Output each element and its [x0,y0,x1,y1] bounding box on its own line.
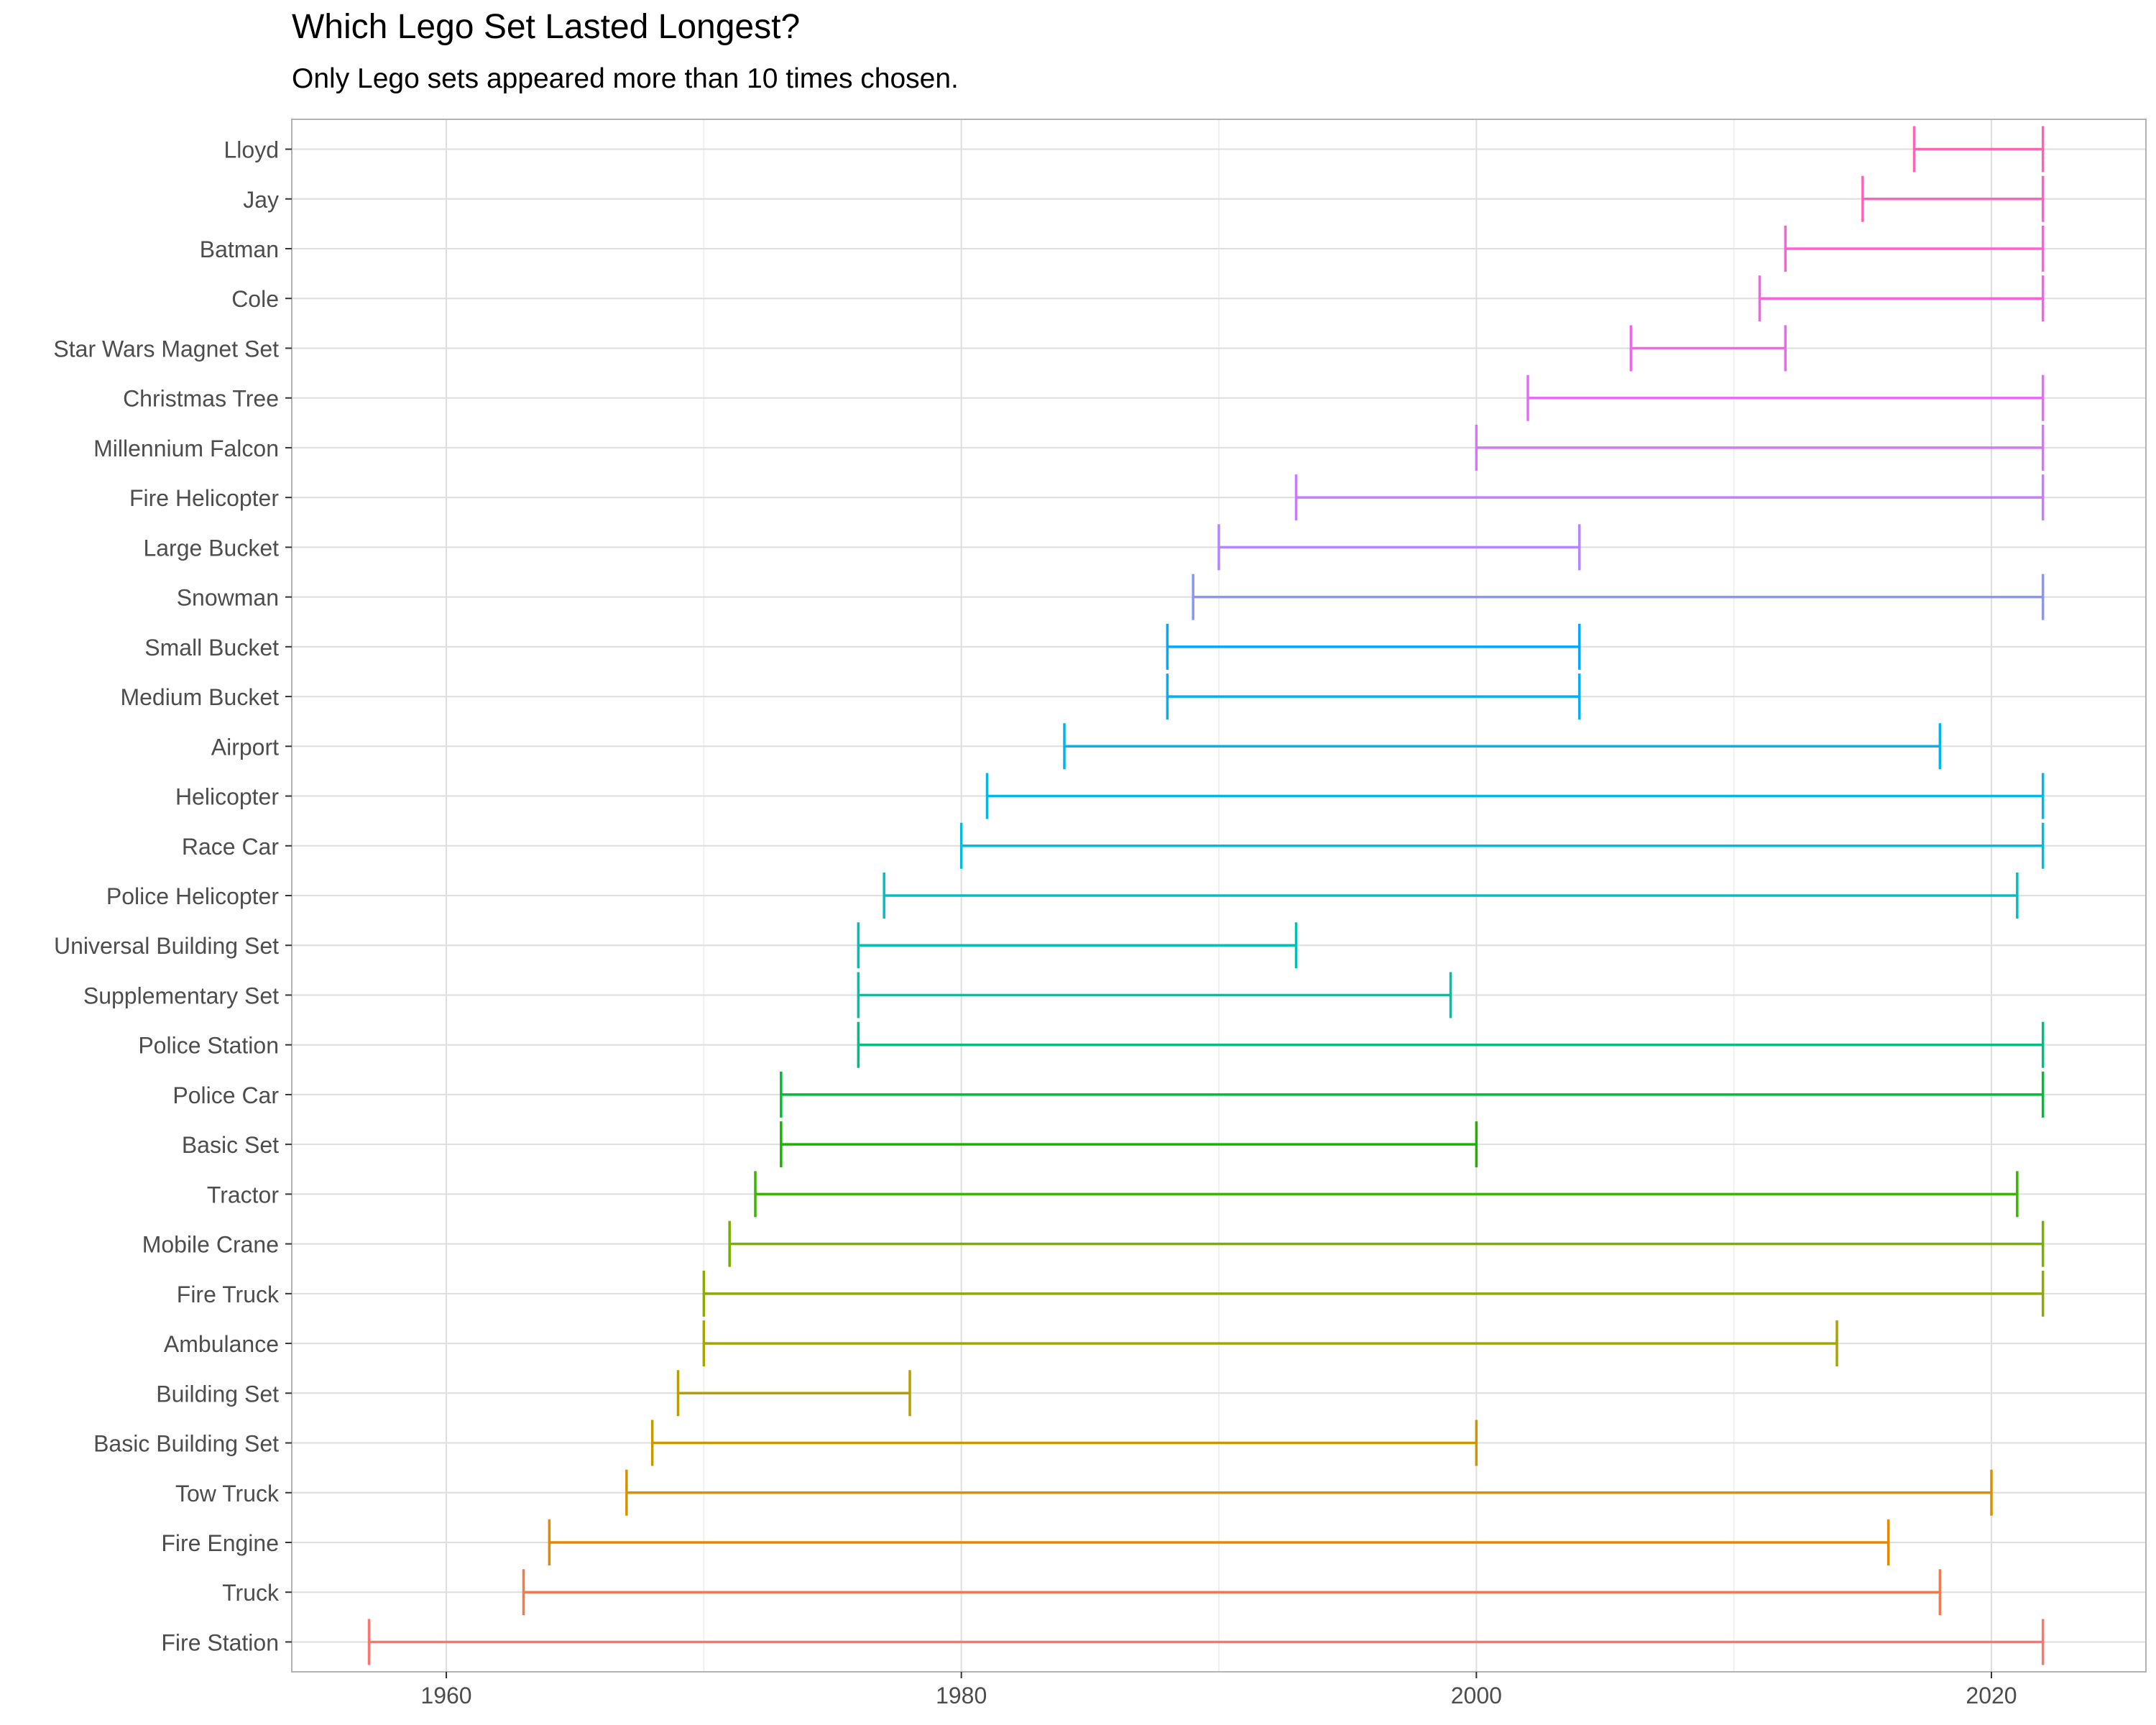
y-tick-label: Medium Bucket [120,684,279,710]
y-tick-label: Race Car [182,834,280,860]
y-tick-label: Lloyd [224,137,280,163]
y-tick-label: Fire Truck [177,1282,280,1307]
y-tick-label: Jay [243,187,279,213]
y-tick-label: Fire Station [161,1629,279,1655]
y-tick-label: Fire Engine [161,1530,279,1556]
y-tick-label: Building Set [156,1381,279,1407]
y-tick-label: Millennium Falcon [93,436,279,461]
y-tick-label: Christmas Tree [123,386,279,412]
x-tick-label: 1980 [936,1683,987,1708]
y-tick-label: Basic Building Set [93,1431,279,1457]
y-tick-label: Universal Building Set [54,933,279,959]
y-tick-label: Tow Truck [175,1481,280,1506]
y-tick-label: Large Bucket [143,535,279,561]
y-tick-label: Basic Set [182,1132,279,1158]
x-tick-label: 2020 [1966,1683,2017,1708]
y-tick-label: Batman [200,236,279,262]
y-tick-label: Police Station [138,1033,279,1059]
y-tick-label: Tractor [207,1182,280,1208]
y-tick-label: Small Bucket [144,635,279,661]
chart-title: Which Lego Set Lasted Longest? [292,8,801,46]
x-tick-label: 2000 [1451,1683,1502,1708]
y-tick-label: Star Wars Magnet Set [53,336,279,362]
y-tick-label: Truck [222,1580,280,1606]
y-tick-label: Mobile Crane [142,1232,279,1258]
y-tick-label: Fire Helicopter [129,485,279,511]
y-tick-label: Supplementary Set [83,983,279,1008]
y-tick-label: Police Car [172,1082,279,1108]
y-tick-label: Snowman [177,585,279,611]
y-tick-label: Police Helicopter [106,883,279,909]
y-tick-label: Ambulance [164,1331,279,1357]
x-tick-label: 1960 [420,1683,471,1708]
y-tick-label: Cole [231,286,279,312]
y-tick-label: Helicopter [175,784,279,810]
chart-subtitle: Only Lego sets appeared more than 10 tim… [292,63,959,94]
y-tick-label: Airport [211,734,279,760]
